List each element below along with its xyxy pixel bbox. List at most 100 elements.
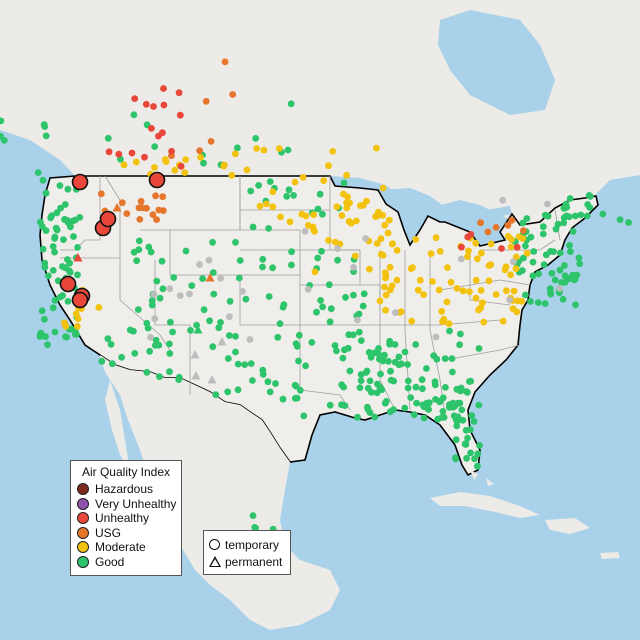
station-marker	[310, 211, 317, 219]
station-marker	[64, 217, 71, 224]
station-marker	[320, 177, 328, 185]
station-marker	[265, 225, 272, 232]
station-marker	[539, 223, 547, 231]
station-marker	[327, 305, 335, 313]
station-marker	[523, 215, 531, 222]
station-marker	[167, 318, 174, 326]
station-marker	[243, 166, 251, 174]
station-marker	[142, 100, 150, 108]
station-marker	[471, 455, 478, 463]
cuba	[430, 492, 540, 518]
station-marker	[229, 91, 237, 98]
station-marker	[346, 367, 354, 375]
station-marker	[479, 299, 486, 307]
station-marker	[423, 365, 430, 372]
station-marker	[477, 287, 485, 294]
station-marker	[541, 300, 549, 307]
station-marker	[247, 360, 255, 367]
station-marker	[246, 336, 254, 343]
station-marker	[317, 297, 324, 304]
station-marker	[47, 214, 55, 222]
station-marker	[575, 254, 583, 262]
station-marker	[325, 237, 332, 244]
station-marker	[586, 204, 594, 211]
station-marker	[397, 308, 405, 316]
station-marker	[409, 264, 416, 271]
station-marker	[299, 173, 307, 181]
station-marker	[41, 315, 48, 323]
station-marker	[474, 450, 482, 458]
station-marker	[442, 384, 449, 391]
station-marker	[386, 286, 394, 294]
station-marker	[263, 200, 270, 208]
legend-item-permanent: permanent	[209, 553, 290, 570]
station-marker	[375, 208, 382, 216]
station-marker	[412, 383, 420, 391]
station-marker	[60, 236, 67, 244]
station-marker	[279, 395, 287, 403]
permanent-station-marker	[205, 273, 215, 282]
station-marker	[153, 277, 161, 285]
station-marker	[241, 361, 249, 368]
station-marker	[560, 214, 568, 222]
station-marker	[59, 292, 66, 299]
station-marker	[95, 304, 103, 311]
station-marker	[153, 216, 161, 224]
station-marker	[467, 449, 474, 457]
station-marker	[377, 370, 384, 378]
station-marker	[381, 283, 388, 291]
station-marker	[439, 408, 447, 415]
permanent-station-marker	[112, 203, 122, 212]
station-marker	[513, 243, 521, 251]
station-marker	[355, 328, 363, 336]
station-marker	[176, 111, 184, 119]
station-marker	[480, 318, 488, 326]
station-marker	[104, 134, 112, 142]
station-marker	[74, 315, 82, 323]
station-marker	[130, 111, 138, 119]
station-marker	[464, 233, 472, 241]
station-marker	[70, 233, 77, 240]
station-marker	[431, 378, 439, 386]
station-marker	[298, 210, 306, 218]
station-marker	[436, 248, 444, 255]
station-marker	[39, 176, 47, 184]
station-marker	[472, 239, 480, 247]
station-marker	[416, 276, 424, 284]
station-marker	[200, 159, 207, 167]
station-marker	[339, 354, 347, 362]
station-marker	[329, 148, 337, 155]
station-marker	[217, 275, 225, 282]
station-marker	[51, 235, 58, 242]
station-marker	[0, 117, 5, 125]
legend-label-temporary: temporary	[225, 537, 280, 552]
station-marker	[354, 316, 361, 324]
station-marker	[566, 241, 573, 249]
station-marker	[224, 355, 232, 362]
station-marker	[346, 199, 353, 207]
station-marker	[539, 230, 547, 238]
station-marker	[181, 169, 189, 177]
station-marker	[344, 344, 352, 352]
station-marker	[464, 388, 471, 396]
station-marker	[577, 211, 585, 219]
station-marker	[477, 304, 485, 312]
station-marker	[239, 288, 246, 295]
station-marker	[474, 462, 481, 470]
station-marker	[519, 219, 527, 227]
legend-item-usg: USG	[77, 526, 181, 541]
border-ga-sc-nc	[444, 344, 521, 361]
station-marker	[160, 101, 168, 109]
station-marker	[520, 227, 527, 235]
station-marker	[149, 211, 157, 219]
border-nm-tx	[240, 274, 301, 390]
station-marker	[340, 179, 348, 187]
station-marker	[452, 436, 460, 444]
station-marker	[287, 100, 295, 108]
station-marker	[625, 219, 632, 226]
station-marker	[326, 401, 334, 409]
station-marker	[382, 274, 389, 282]
station-marker	[444, 264, 451, 271]
permanent-station-marker	[73, 253, 83, 262]
